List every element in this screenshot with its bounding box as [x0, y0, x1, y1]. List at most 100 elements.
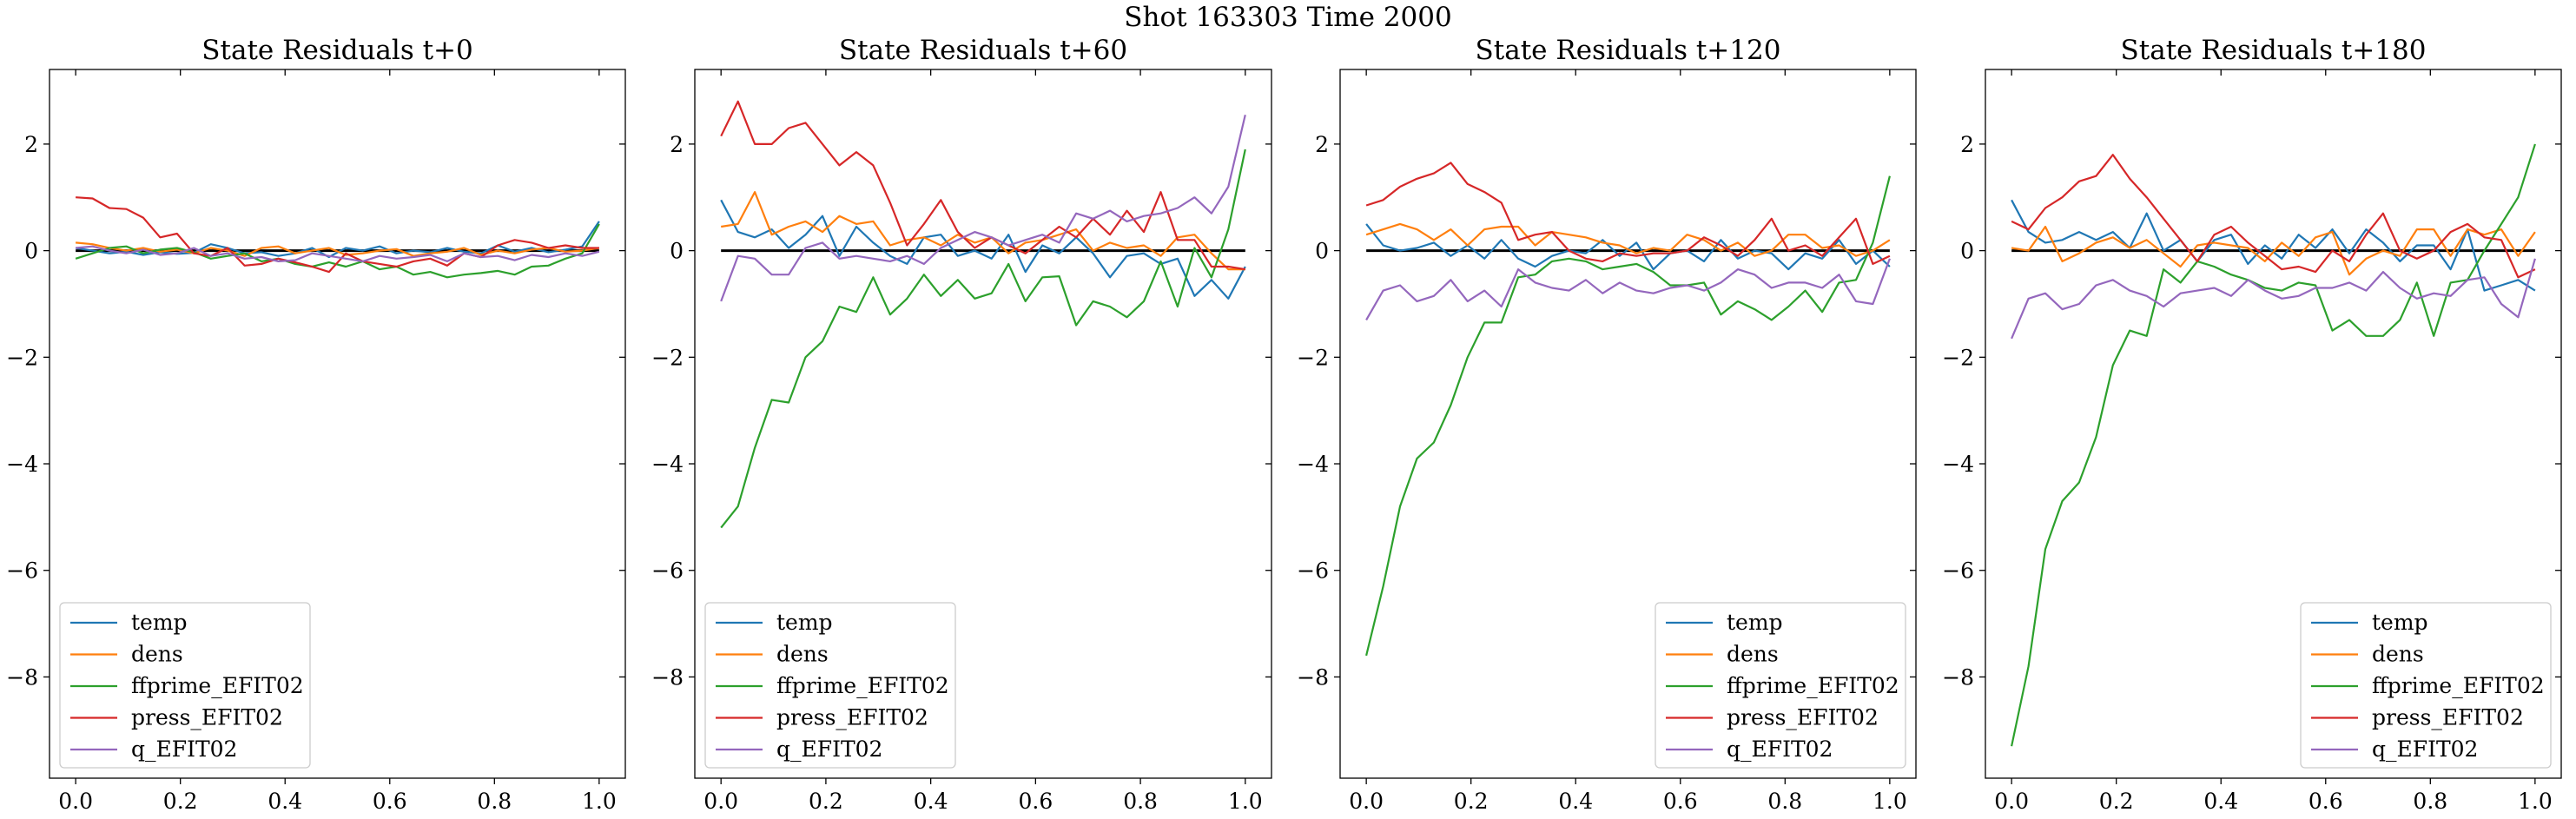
- series-line-temp: [1365, 223, 1891, 271]
- y-tick-label: −4: [1942, 452, 1974, 477]
- y-tick-label: −8: [1942, 664, 1974, 690]
- legend-label: press_EFIT02: [2372, 705, 2524, 730]
- legend-label: temp: [2372, 610, 2428, 635]
- x-tick-label: 0.0: [703, 789, 738, 814]
- y-tick-label: −8: [651, 664, 684, 690]
- legend-label: q_EFIT02: [1727, 736, 1833, 762]
- legend-box: [704, 602, 956, 769]
- series-line-q_EFIT02: [720, 114, 1246, 302]
- y-tick-label: 0: [1960, 239, 1974, 264]
- subplot-title: State Residuals t+0: [201, 35, 472, 66]
- y-tick-label: −6: [6, 558, 38, 584]
- legend-label: press_EFIT02: [131, 705, 283, 730]
- y-tick-label: 0: [1315, 239, 1329, 264]
- y-tick-label: 2: [670, 132, 684, 157]
- legend: temp dens ffprime_EFIT02 press_EFIT02 q_EFIT…: [704, 602, 956, 769]
- series-line-press_EFIT02: [720, 100, 1245, 271]
- y-tick-label: −8: [1297, 664, 1329, 690]
- x-tick-label: 0.8: [1123, 789, 1158, 814]
- series-line-press_EFIT02: [1365, 162, 1891, 265]
- legend-label: press_EFIT02: [776, 705, 928, 730]
- legend: temp dens ffprime_EFIT02 press_EFIT02 q_EFIT…: [1655, 602, 1906, 769]
- series-line-dens: [2011, 225, 2536, 276]
- y-tick-label: 2: [1315, 132, 1329, 157]
- legend-box: [1655, 602, 1906, 769]
- y-tick-label: −4: [651, 452, 684, 477]
- axes-frame: [694, 69, 1272, 779]
- y-tick-label: 0: [670, 239, 684, 264]
- x-tick-label: 0.2: [163, 789, 198, 814]
- x-tick-label: 0.8: [1767, 789, 1802, 814]
- legend-label: dens: [2372, 642, 2424, 667]
- y-tick-label: −6: [1297, 558, 1329, 584]
- x-tick-label: 0.6: [2308, 789, 2343, 814]
- series-line-dens: [1365, 222, 1891, 257]
- x-tick-label: 0.8: [2413, 789, 2447, 814]
- legend-label: temp: [131, 610, 188, 635]
- legend-label: dens: [131, 642, 183, 667]
- x-tick-label: 0.2: [2099, 789, 2134, 814]
- y-tick-label: −2: [651, 345, 684, 370]
- y-tick-label: −4: [1297, 452, 1329, 477]
- series-line-press_EFIT02: [2011, 154, 2536, 279]
- legend-box: [59, 602, 311, 769]
- legend-label: press_EFIT02: [1727, 705, 1879, 730]
- series-line-ffprime_EFIT02: [720, 149, 1246, 529]
- axes-frame: [1985, 69, 2562, 779]
- series-line-press_EFIT02: [76, 196, 599, 274]
- series-line-ffprime_EFIT02: [75, 223, 600, 279]
- x-tick-label: 0.6: [373, 789, 407, 814]
- legend-box: [2300, 602, 2552, 769]
- x-tick-label: 0.6: [1018, 789, 1053, 814]
- legend-label: temp: [776, 610, 833, 635]
- x-tick-label: 0.8: [477, 789, 512, 814]
- x-tick-label: 1.0: [2518, 789, 2553, 814]
- subplot-title: State Residuals t+180: [2121, 35, 2427, 66]
- x-tick-label: 0.4: [1558, 789, 1593, 814]
- y-tick-label: −6: [651, 558, 684, 584]
- y-tick-label: −2: [1942, 345, 1974, 370]
- axes-frame: [1339, 69, 1917, 779]
- legend-label: q_EFIT02: [131, 736, 237, 762]
- legend: temp dens ffprime_EFIT02 press_EFIT02 q_EFIT…: [59, 602, 311, 769]
- figure-suptitle: Shot 163303 Time 2000: [1124, 2, 1452, 33]
- x-tick-label: 1.0: [582, 789, 617, 814]
- y-tick-label: −2: [1297, 345, 1329, 370]
- legend-label: q_EFIT02: [2372, 736, 2478, 762]
- x-tick-label: 0.4: [914, 789, 948, 814]
- series-line-q_EFIT02: [1365, 258, 1891, 320]
- y-tick-label: 2: [1960, 132, 1974, 157]
- x-tick-label: 0.2: [809, 789, 843, 814]
- series-line-q_EFIT02: [75, 245, 600, 262]
- axes-frame: [49, 69, 626, 779]
- x-tick-label: 0.4: [2203, 789, 2238, 814]
- x-tick-label: 0.6: [1663, 789, 1698, 814]
- x-tick-label: 1.0: [1228, 789, 1263, 814]
- y-tick-label: 2: [24, 132, 38, 157]
- series-line-q_EFIT02: [2011, 258, 2536, 340]
- legend-label: ffprime_EFIT02: [776, 673, 949, 698]
- series-line-ffprime_EFIT02: [1365, 175, 1891, 657]
- series-line-temp: [720, 199, 1246, 300]
- subplot-3: State Residuals t+120 0.0 0.2 0.4 0.6 0.8 1.0 2…: [1297, 35, 1917, 814]
- x-tick-label: 0.2: [1454, 789, 1489, 814]
- subplot-title: State Residuals t+60: [839, 35, 1127, 66]
- legend-label: temp: [1727, 610, 1783, 635]
- x-tick-label: 0.0: [1349, 789, 1384, 814]
- subplot-title: State Residuals t+120: [1476, 35, 1781, 66]
- series-line-temp: [75, 221, 600, 259]
- legend-label: q_EFIT02: [776, 736, 882, 762]
- y-tick-label: −8: [6, 664, 38, 690]
- series-line-ffprime_EFIT02: [2011, 143, 2536, 747]
- subplot-1: State Residuals t+0 0.0 0.2 0.4 0.6 0.8 1.0 2 0 −…: [6, 35, 626, 814]
- legend: temp dens ffprime_EFIT02 press_EFIT02 q_EFIT…: [2300, 602, 2552, 769]
- y-tick-label: −6: [1942, 558, 1974, 584]
- legend-label: ffprime_EFIT02: [1727, 673, 1899, 698]
- legend-label: ffprime_EFIT02: [131, 673, 304, 698]
- y-tick-label: −2: [6, 345, 38, 370]
- legend-label: ffprime_EFIT02: [2372, 673, 2545, 698]
- x-tick-label: 0.4: [268, 789, 302, 814]
- x-tick-label: 1.0: [1873, 789, 1907, 814]
- x-tick-label: 0.0: [1994, 789, 2029, 814]
